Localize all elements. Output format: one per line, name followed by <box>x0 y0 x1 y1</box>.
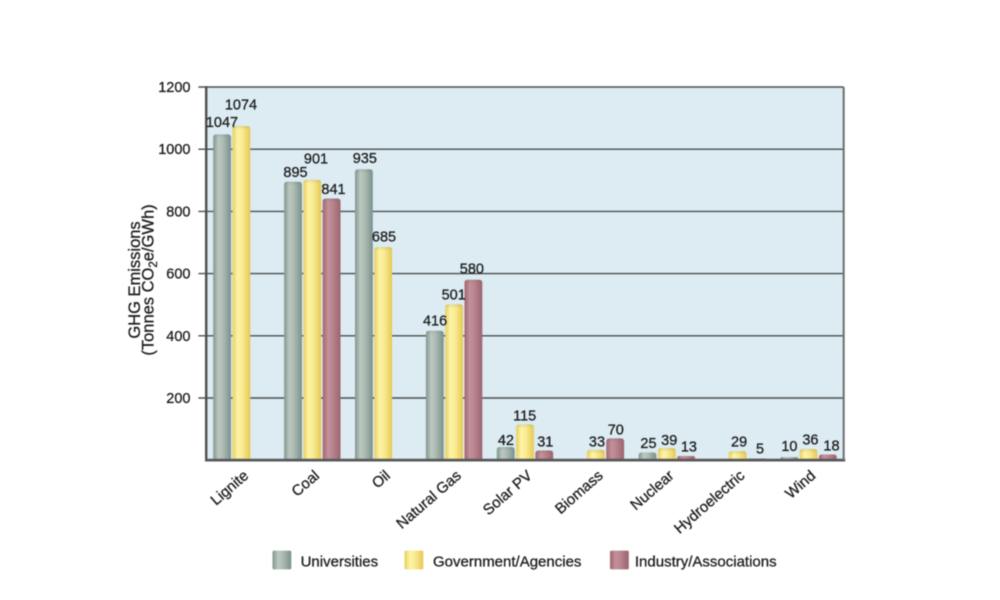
svg-text:580: 580 <box>460 261 484 277</box>
svg-text:(Tonnes CO2e/GWh): (Tonnes CO2e/GWh) <box>140 204 161 355</box>
svg-text:1000: 1000 <box>158 142 190 158</box>
svg-text:901: 901 <box>304 152 328 168</box>
svg-text:400: 400 <box>166 329 190 345</box>
svg-text:Government/Agencies: Government/Agencies <box>433 554 581 571</box>
svg-text:935: 935 <box>353 151 377 167</box>
svg-text:70: 70 <box>608 422 624 438</box>
svg-text:895: 895 <box>283 165 307 181</box>
svg-text:Industry/Associations: Industry/Associations <box>635 554 777 571</box>
svg-text:10: 10 <box>781 439 797 455</box>
svg-text:29: 29 <box>731 435 747 451</box>
svg-text:1047: 1047 <box>206 115 238 131</box>
svg-text:36: 36 <box>802 433 818 449</box>
svg-text:1200: 1200 <box>158 80 190 96</box>
svg-text:39: 39 <box>661 433 677 449</box>
svg-text:600: 600 <box>166 267 190 283</box>
svg-text:5: 5 <box>756 441 764 457</box>
svg-text:501: 501 <box>442 288 466 304</box>
svg-text:1074: 1074 <box>225 98 257 114</box>
svg-text:416: 416 <box>423 314 447 330</box>
svg-text:31: 31 <box>537 435 553 451</box>
svg-text:200: 200 <box>166 391 190 407</box>
svg-text:Universities: Universities <box>301 554 379 571</box>
svg-text:GHG Emissions: GHG Emissions <box>126 221 144 338</box>
svg-text:841: 841 <box>321 182 345 198</box>
svg-text:18: 18 <box>823 438 839 454</box>
svg-text:33: 33 <box>589 435 605 451</box>
svg-text:25: 25 <box>640 436 656 452</box>
svg-text:685: 685 <box>372 229 396 245</box>
svg-text:42: 42 <box>498 433 514 449</box>
svg-text:115: 115 <box>513 408 536 424</box>
svg-text:13: 13 <box>681 440 697 456</box>
svg-text:800: 800 <box>166 204 190 220</box>
